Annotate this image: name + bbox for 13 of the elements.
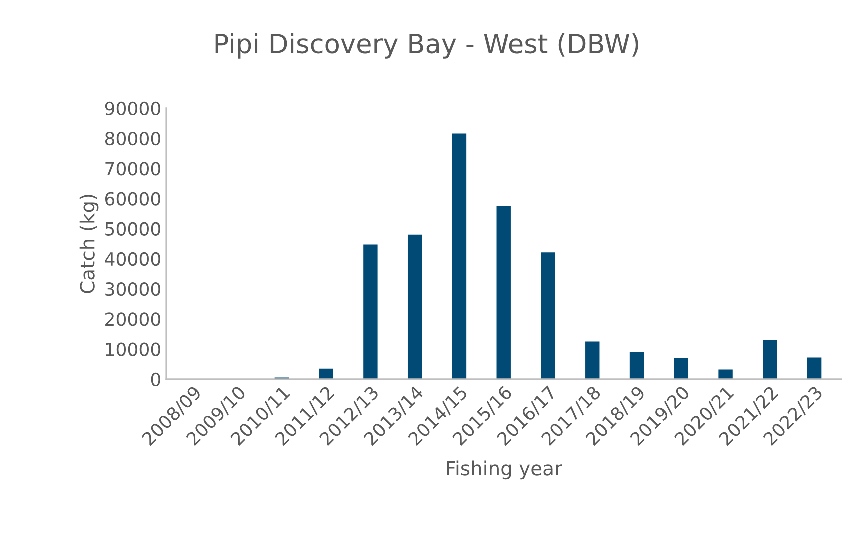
- y-tick-label: 50000: [106, 222, 160, 236]
- y-axis-title: Catch (kg): [80, 195, 99, 294]
- y-tick-label: 10000: [106, 342, 160, 356]
- y-tick-label: 30000: [106, 282, 160, 296]
- y-tick-label: 20000: [106, 312, 160, 326]
- y-tick-label: 0: [151, 372, 160, 387]
- chart-title: Pipi Discovery Bay - West (DBW): [216, 33, 638, 59]
- y-tick-label: 70000: [106, 162, 160, 176]
- x-axis-title: Fishing year: [447, 460, 562, 480]
- y-tick-label: 90000: [105, 102, 160, 116]
- y-tick-label: 40000: [105, 252, 160, 266]
- y-tick-label: 80000: [105, 132, 160, 146]
- y-tick-label: 60000: [105, 192, 160, 206]
